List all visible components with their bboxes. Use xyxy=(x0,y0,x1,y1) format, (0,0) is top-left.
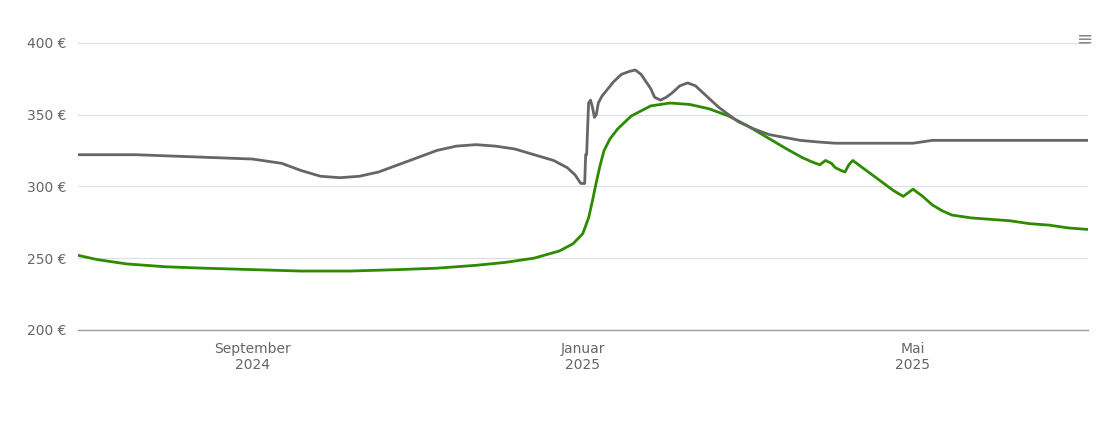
Text: ≡: ≡ xyxy=(1077,30,1093,49)
